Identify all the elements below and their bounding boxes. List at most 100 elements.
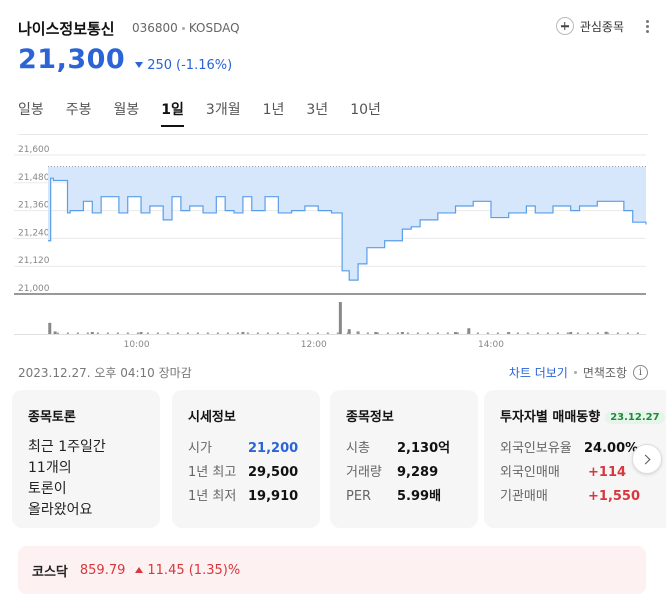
volume-bar xyxy=(436,332,439,334)
quote-row: 1년 최저 19,910 xyxy=(188,485,306,509)
chart-links: 차트 더보기 면책조항 i xyxy=(509,364,648,381)
tab-2[interactable]: 월봉 xyxy=(113,102,140,118)
index-value: 859.79 xyxy=(79,562,126,578)
tabs-divider xyxy=(18,134,648,135)
stock-header: 나이스정보통신 036800 KOSDAQ 관심종목 xyxy=(18,14,652,40)
volume-bar xyxy=(116,332,119,334)
y-tick-label: 21,000 xyxy=(18,284,50,294)
volume-bar xyxy=(166,332,169,334)
volume-bar xyxy=(226,332,229,334)
tab-4[interactable]: 3개월 xyxy=(205,102,241,118)
info-key: 거래량 xyxy=(346,465,382,480)
stock-info-card[interactable]: 종목정보 시총 2,130억 거래량 9,289 PER 5.99배 xyxy=(330,390,478,528)
volume-bar xyxy=(48,322,52,334)
volume-bar xyxy=(596,332,599,334)
volume-bar xyxy=(366,332,369,334)
card-title: 종목토론 xyxy=(28,410,76,425)
price-area xyxy=(48,166,646,281)
quote-card[interactable]: 시세정보 시가 21,200 1년 최고 29,500 1년 최저 19,910 xyxy=(172,390,320,528)
intraday-chart[interactable]: 21,600 21,480 21,360 21,240 21,120 21,000 10:0… xyxy=(0,140,666,355)
card-title: 투자자별 매매동향 23.12.27 xyxy=(500,406,665,425)
tab-7[interactable]: 10년 xyxy=(350,102,381,118)
quote-key: 시가 xyxy=(188,441,212,456)
info-value: 2,130억 xyxy=(397,441,451,456)
volume-bar xyxy=(454,332,458,334)
volume-bar xyxy=(446,332,449,334)
separator-dot xyxy=(573,371,577,374)
volume-bar xyxy=(126,332,129,334)
tab-3[interactable]: 1일 xyxy=(161,99,184,127)
volume-bar xyxy=(96,332,99,334)
investor-row: 외국인매매 +114 xyxy=(500,461,660,485)
volume-bar xyxy=(256,332,259,334)
volume-bar xyxy=(326,332,329,334)
volume-bar xyxy=(586,332,589,334)
discussion-line: 11개의 xyxy=(28,460,72,476)
market-name: KOSDAQ xyxy=(188,21,240,35)
card-title: 시세정보 xyxy=(188,410,236,425)
market-timestamp: 2023.12.27. 오후 04:10 장마감 xyxy=(18,366,192,380)
investor-key: 외국인매매 xyxy=(500,465,560,480)
tab-0[interactable]: 일봉 xyxy=(18,102,44,118)
volume-bar xyxy=(576,332,579,334)
quote-key: 1년 최고 xyxy=(188,465,237,480)
discussion-line: 토론이 xyxy=(28,481,67,497)
volume-bar xyxy=(416,332,419,334)
cards-next-button[interactable] xyxy=(632,444,662,474)
investor-key: 외국인보유율 xyxy=(500,441,572,456)
watchlist-label: 관심종목 xyxy=(579,19,624,34)
info-row: PER 5.99배 xyxy=(346,485,464,509)
discussion-card[interactable]: 종목토론 최근 1주일간 11개의 토론이 올라왔어요 xyxy=(12,390,160,528)
volume-bar xyxy=(569,332,573,334)
down-arrow-icon xyxy=(135,62,144,68)
volume-bar xyxy=(400,332,404,334)
current-price: 21,300 xyxy=(18,44,126,75)
info-key: PER xyxy=(346,489,372,504)
volume-bar xyxy=(516,332,519,334)
card-title: 종목정보 xyxy=(346,410,394,425)
price-row: 21,300 250 (-1.16%) xyxy=(18,44,232,75)
info-row: 거래량 9,289 xyxy=(346,461,464,485)
volume-bar xyxy=(456,332,459,334)
add-watchlist-button[interactable]: 관심종목 xyxy=(555,17,624,35)
volume-bar xyxy=(206,332,209,334)
stock-name: 나이스정보통신 xyxy=(18,20,115,38)
volume-bar xyxy=(636,332,639,334)
tab-5[interactable]: 1년 xyxy=(262,102,285,118)
disclaimer-link[interactable]: 면책조항 xyxy=(582,366,627,380)
discussion-line: 최근 1주일간 xyxy=(28,439,106,455)
volume-bar xyxy=(374,332,378,334)
volume-bar xyxy=(467,328,471,334)
chevron-right-icon xyxy=(640,454,651,464)
volume-bar xyxy=(347,329,351,334)
x-tick-label: 14:00 xyxy=(478,340,504,350)
discussion-line: 올라왔어요 xyxy=(28,502,93,518)
chart-svg: 21,600 21,480 21,360 21,240 21,120 21,000 10:0… xyxy=(14,145,647,350)
price-change-percent: (-1.16%) xyxy=(176,57,233,73)
info-icon[interactable]: i xyxy=(633,365,648,380)
volume-bar xyxy=(136,332,139,334)
volume-bar xyxy=(536,332,539,334)
investor-row: 기관매매 +1,550 xyxy=(500,485,660,509)
stock-code: 036800 xyxy=(132,21,178,35)
investor-value: 24.00% xyxy=(584,441,639,456)
info-cards: 종목토론 최근 1주일간 11개의 토론이 올라왔어요 시세정보 시가 21,20… xyxy=(12,390,666,530)
more-chart-link[interactable]: 차트 더보기 xyxy=(508,366,568,380)
quote-value: 21,200 xyxy=(248,441,299,456)
volume-bar xyxy=(236,332,239,334)
y-tick-label: 21,360 xyxy=(18,201,50,211)
kosdaq-index-bar[interactable]: 코스닥 859.79 11.45 (1.35)% xyxy=(18,546,646,594)
separator-dot xyxy=(181,27,185,30)
tab-1[interactable]: 주봉 xyxy=(65,102,92,118)
volume-bar xyxy=(338,302,342,334)
price-change-amount: 250 xyxy=(147,57,173,73)
more-options-icon[interactable] xyxy=(642,17,652,35)
investor-key: 기관매매 xyxy=(500,489,548,504)
price-line xyxy=(48,177,647,281)
plus-icon xyxy=(555,17,574,35)
tab-6[interactable]: 3년 xyxy=(306,102,329,118)
volume-bar xyxy=(56,332,59,334)
quote-value: 29,500 xyxy=(248,465,299,480)
volume-bar xyxy=(76,332,79,334)
y-tick-label: 21,480 xyxy=(18,173,50,183)
